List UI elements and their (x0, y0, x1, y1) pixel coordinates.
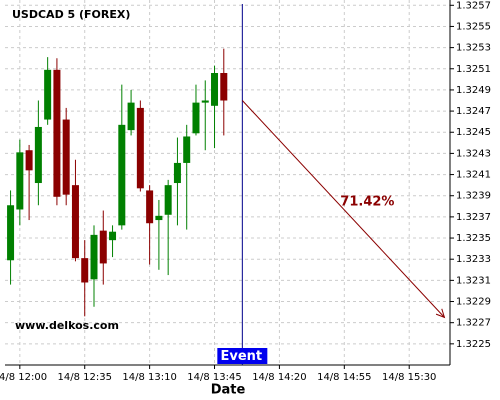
y-tick-label: 1.3249 (456, 85, 491, 96)
event-label: Event (221, 349, 263, 364)
candle-body (201, 100, 209, 103)
y-tick-label: 1.3235 (456, 233, 491, 244)
candle-body (136, 107, 144, 189)
chart-title: USDCAD 5 (FOREX) (12, 8, 130, 21)
candle-body (71, 185, 79, 259)
candle-body (211, 73, 219, 106)
y-tick-label: 1.3229 (456, 297, 491, 308)
y-tick-label: 1.3251 (456, 64, 491, 75)
y-tick-label: 1.3257 (456, 0, 491, 11)
candle-body (109, 231, 117, 241)
candle-body (53, 69, 61, 197)
x-tick-label: 14/8 12:00 (0, 372, 47, 383)
x-tick-label: 14/8 14:20 (252, 372, 306, 383)
x-tick-label: 14/8 15:30 (382, 372, 436, 383)
y-tick-label: 1.3245 (456, 127, 491, 138)
y-tick-label: 1.3231 (456, 275, 491, 286)
y-tick-label: 1.3243 (456, 148, 491, 159)
x-tick-label: 14/8 13:10 (122, 372, 176, 383)
x-tick-label: 14/8 13:45 (187, 372, 241, 383)
y-tick-label: 1.3233 (456, 254, 491, 265)
marks (7, 48, 228, 317)
candle-body (164, 185, 172, 215)
y-tick-label: 1.3239 (456, 191, 491, 202)
candle-body (220, 73, 228, 101)
y-tick-label: 1.3241 (456, 170, 491, 181)
event-label-box (217, 348, 268, 364)
candle-body (62, 119, 70, 195)
x-tick-label: 14/8 14:55 (317, 372, 371, 383)
forecast-label: 71.42% (340, 194, 394, 209)
y-tick-label: 1.3255 (456, 21, 491, 32)
candle-body (7, 205, 15, 261)
candle-body (155, 215, 163, 221)
candle-body (192, 102, 200, 134)
candle-body (34, 126, 42, 184)
y-tick-label: 1.3247 (456, 106, 491, 117)
candle-body (44, 69, 52, 120)
forecast-arrow (241, 100, 445, 318)
x-axis-title: Date (211, 383, 246, 398)
candle-body (16, 152, 24, 210)
y-tick-label: 1.3227 (456, 318, 491, 329)
candle-body (173, 162, 181, 184)
candle-body (99, 230, 107, 264)
candle-body (127, 102, 135, 131)
forecast-arrow-head (435, 308, 446, 319)
candle-body (118, 124, 126, 226)
candle-body (81, 258, 89, 283)
x-tick-label: 14/8 12:35 (58, 372, 112, 383)
y-tick-label: 1.3225 (456, 339, 491, 350)
grid (5, 0, 450, 365)
candle-body (25, 150, 33, 171)
watermark: www.delkos.com (15, 319, 119, 332)
candle-body (146, 190, 154, 224)
candle-body (183, 136, 191, 163)
candle-body (90, 234, 98, 280)
y-tick-label: 1.3253 (456, 43, 491, 54)
y-tick-label: 1.3237 (456, 212, 491, 223)
